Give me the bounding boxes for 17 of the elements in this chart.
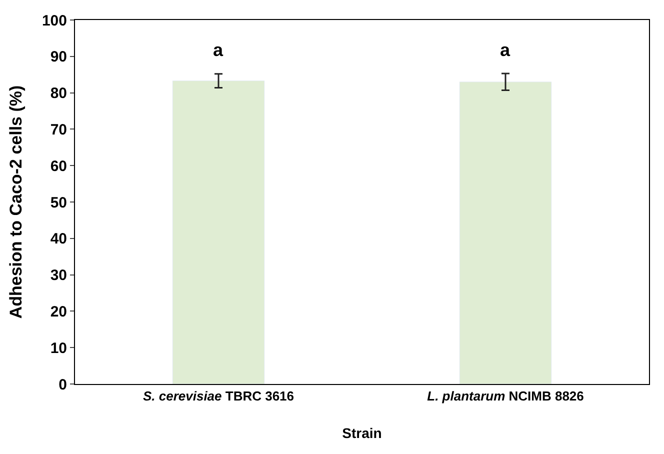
annotation: a [213, 40, 224, 60]
y-tick-label: 80 [50, 85, 67, 102]
y-tick-label: 100 [42, 12, 67, 30]
x-tick-label: L. plantarum NCIMB 8826 [427, 388, 584, 404]
x-tick-label: S. cerevisiae TBRC 3616 [142, 388, 294, 404]
y-tick-label: 0 [58, 376, 67, 394]
annotation: a [500, 40, 511, 60]
y-tick-label: 30 [50, 267, 67, 284]
y-tick-label: 40 [50, 230, 67, 248]
y-tick-label: 10 [50, 340, 67, 357]
y-tick-label: 90 [50, 48, 67, 66]
y-tick-label: 60 [50, 158, 67, 175]
y-tick-label: 20 [50, 303, 67, 320]
y-tick-label: 50 [50, 194, 67, 212]
y-tick-label: 70 [50, 121, 67, 138]
y-axis-title: Adhesion to Caco-2 cells (%) [6, 85, 26, 319]
x-axis-title: Strain [342, 424, 382, 441]
